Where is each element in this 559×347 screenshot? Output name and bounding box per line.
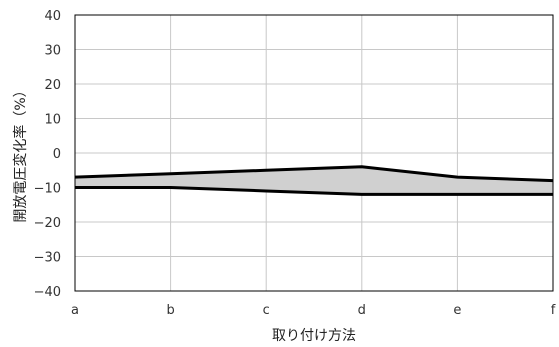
x-tick-label: e (453, 303, 461, 318)
x-tick-label: d (358, 303, 366, 318)
y-tick-label: 20 (44, 78, 61, 93)
upper-series-line (74, 165, 554, 183)
plot-frame (74, 14, 554, 292)
grid (74, 14, 554, 292)
series-lines (74, 165, 554, 196)
x-tick-label: c (263, 303, 270, 318)
y-tick-label: −40 (34, 285, 61, 300)
band-area (75, 166, 553, 195)
lower-series-line (75, 186, 553, 196)
y-tick-label: 10 (44, 113, 61, 128)
y-tick-labels: 40 30 20 10 0 −10 −20 −30 −40 (34, 9, 61, 300)
y-tick-label: −30 (34, 251, 61, 266)
x-tick-label: a (71, 303, 79, 318)
y-tick-label: −10 (34, 182, 61, 197)
y-tick-label: 30 (44, 44, 61, 59)
x-axis-title: 取り付け方法 (272, 328, 356, 344)
y-tick-label: 40 (44, 9, 61, 24)
x-tick-label: b (166, 303, 174, 318)
x-tick-label: f (551, 303, 556, 318)
x-tick-labels: a b c d e f (71, 303, 556, 318)
y-axis-title: 開放電圧変化率（%） (12, 83, 29, 222)
y-tick-label: 0 (53, 147, 61, 162)
y-tick-label: −20 (34, 216, 61, 231)
band-fill (75, 166, 553, 195)
